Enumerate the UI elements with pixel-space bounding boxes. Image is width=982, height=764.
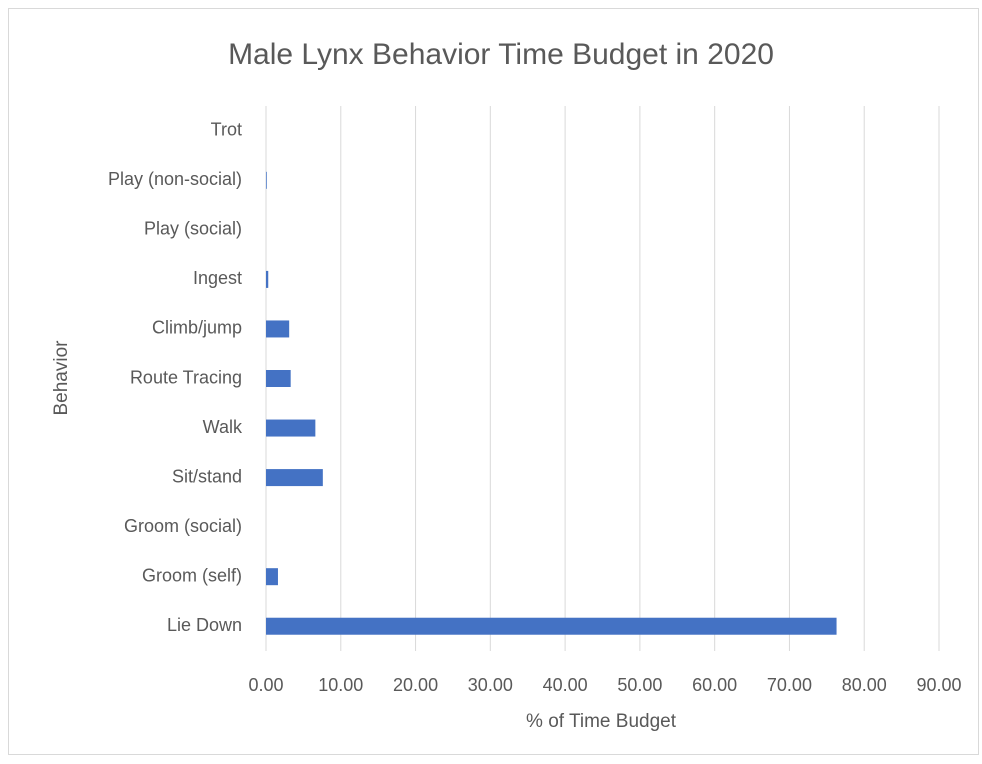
x-axis-title: % of Time Budget [526,711,677,732]
y-tick-label: Groom (self) [142,565,242,585]
bar [266,617,837,635]
bar [266,469,323,487]
x-tick-label: 0.00 [248,675,283,695]
y-tick-label: Sit/stand [172,466,242,486]
x-tick-label: 80.00 [842,675,887,695]
x-tick-label: 60.00 [692,675,737,695]
x-tick-label: 90.00 [916,675,961,695]
y-tick-label: Route Tracing [130,367,242,387]
bar [266,171,267,189]
y-tick-label: Ingest [193,268,242,288]
bar [266,270,269,288]
bar [266,419,316,437]
y-tick-label: Lie Down [167,615,242,635]
x-tick-label: 30.00 [468,675,513,695]
chart-title: Male Lynx Behavior Time Budget in 2020 [228,38,774,71]
x-tick-label: 10.00 [318,675,363,695]
bar [266,370,291,387]
x-tick-label: 50.00 [617,675,662,695]
y-tick-label: Climb/jump [152,318,242,338]
y-tick-label: Play (non-social) [108,169,242,189]
y-tick-label: Play (social) [144,219,242,239]
bar [266,568,278,586]
y-tick-label: Groom (social) [124,516,242,536]
x-tick-label: 70.00 [767,675,812,695]
y-tick-label: Walk [203,417,243,437]
y-axis-title: Behavior [51,340,72,416]
y-tick-label: Trot [211,120,242,140]
bar [266,320,290,338]
x-tick-label: 20.00 [393,675,438,695]
x-tick-label: 40.00 [543,675,588,695]
